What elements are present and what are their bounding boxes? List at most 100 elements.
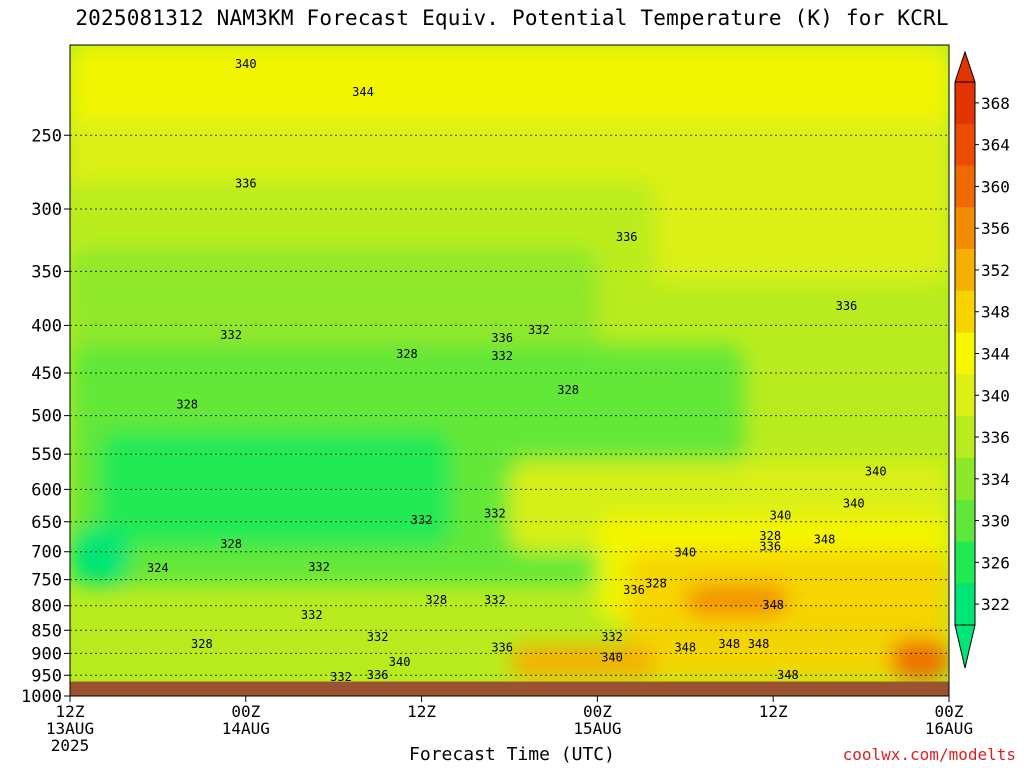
contour-label-336: 336 — [623, 583, 645, 597]
contour-label-336: 336 — [759, 540, 781, 554]
x-tick-label-0-1: 13AUG — [46, 719, 94, 738]
field-region-326 — [99, 431, 451, 546]
contour-label-340: 340 — [865, 465, 887, 479]
contour-label-340: 340 — [770, 509, 792, 523]
x-tick-label-0-0: 12Z — [56, 702, 85, 721]
field-region-322 — [70, 527, 129, 585]
contour-label-336: 336 — [367, 668, 389, 682]
colorbar-swatch-360 — [955, 165, 975, 208]
contour-label-348: 348 — [814, 533, 836, 547]
x-tick-label-0-2: 2025 — [51, 736, 90, 755]
contour-label-340: 340 — [674, 545, 696, 559]
colorbar: 368 364 360 356 352 348 344 340 336 334 330 326 322 — [954, 50, 1010, 669]
y-tick-label-600: 600 — [31, 480, 62, 500]
x-tick-label-12-1: 14AUG — [222, 719, 270, 738]
colorbar-label-352: 352 — [981, 261, 1010, 280]
colorbar-swatch-334 — [955, 457, 975, 501]
contour-label-332: 332 — [491, 349, 513, 363]
contour-label-348: 348 — [718, 637, 740, 651]
chart-title: 2025081312 NAM3KM Forecast Equiv. Potent… — [75, 6, 949, 30]
colorbar-label-368: 368 — [981, 94, 1010, 113]
colorbar-label-348: 348 — [981, 303, 1010, 322]
y-tick-label-400: 400 — [31, 316, 62, 336]
contour-label-324: 324 — [147, 561, 169, 575]
x-axis-label: Forecast Time (UTC) — [409, 744, 615, 765]
colorbar-label-322: 322 — [981, 595, 1010, 614]
contour-label-340: 340 — [601, 650, 623, 664]
colorbar-swatch-352 — [955, 249, 975, 292]
x-tick-label-36-1: 15AUG — [573, 719, 621, 738]
contour-label-328: 328 — [557, 383, 579, 397]
contour-label-328: 328 — [191, 637, 213, 651]
y-tick-label-700: 700 — [31, 543, 62, 563]
y-tick-label-300: 300 — [31, 200, 62, 220]
contour-label-328: 328 — [425, 593, 447, 607]
field-region-348 — [626, 551, 949, 680]
contour-label-336: 336 — [491, 331, 513, 345]
colorbar-label-336: 336 — [981, 428, 1010, 447]
contour-label-332: 332 — [484, 593, 506, 607]
contour-label-336: 336 — [616, 230, 638, 244]
y-tick-label-950: 950 — [31, 666, 62, 686]
contour-label-328: 328 — [176, 397, 198, 411]
contour-label-332: 332 — [601, 630, 623, 644]
colorbar-label-364: 364 — [981, 136, 1010, 155]
x-tick-label-12-0: 00Z — [231, 702, 260, 721]
y-tick-label-900: 900 — [31, 644, 62, 664]
field-region-360 — [890, 639, 949, 680]
colorbar-swatch-336 — [955, 416, 975, 459]
y-tick-label-250: 250 — [31, 126, 62, 146]
x-tick-label-24-0: 12Z — [407, 702, 436, 721]
contour-label-348: 348 — [674, 640, 696, 654]
contour-labels: 3403443363363363323283363323323283283403… — [147, 57, 887, 684]
ground-below-surface — [70, 681, 949, 696]
x-tick-label-60-1: 16AUG — [925, 719, 973, 738]
colorbar-label-326: 326 — [981, 553, 1010, 572]
contour-label-340: 340 — [235, 57, 257, 71]
credit-link[interactable]: coolwx.com/modelts — [842, 745, 1016, 764]
contour-label-332: 332 — [528, 323, 550, 337]
colorbar-swatch-340 — [955, 374, 975, 417]
contour-label-340: 340 — [389, 655, 411, 669]
x-tick-label-48-0: 12Z — [759, 702, 788, 721]
contour-label-332: 332 — [308, 560, 330, 574]
y-tick-label-550: 550 — [31, 445, 62, 465]
contour-label-328: 328 — [645, 576, 667, 590]
x-tick-label-36-0: 00Z — [583, 702, 612, 721]
colorbar-label-330: 330 — [981, 512, 1010, 531]
colorbar-top-arrow — [954, 50, 976, 83]
contour-label-348: 348 — [777, 668, 799, 682]
y-tick-label-1000: 1000 — [21, 687, 62, 707]
colorbar-swatch-368 — [955, 82, 975, 125]
y-axis: 250 300 350 400 450 500 550 600 650 700 750 800 850 9… — [21, 126, 70, 707]
y-tick-label-450: 450 — [31, 364, 62, 384]
y-tick-label-350: 350 — [31, 262, 62, 282]
contour-label-348: 348 — [762, 598, 784, 612]
field-layer — [70, 45, 949, 696]
contour-label-332: 332 — [484, 507, 506, 521]
y-tick-label-800: 800 — [31, 597, 62, 617]
y-tick-label-650: 650 — [31, 513, 62, 533]
colorbar-swatch-356 — [955, 207, 975, 250]
colorbar-swatch-348 — [955, 290, 975, 334]
contour-label-328: 328 — [759, 529, 781, 543]
colorbar-label-360: 360 — [981, 177, 1010, 196]
contour-label-332: 332 — [330, 670, 352, 684]
contour-label-336: 336 — [235, 176, 257, 190]
colorbar-label-356: 356 — [981, 219, 1010, 238]
colorbar-label-340: 340 — [981, 386, 1010, 405]
contour-label-332: 332 — [220, 328, 242, 342]
field-region-352 — [509, 644, 656, 680]
contour-label-344: 344 — [352, 85, 374, 99]
field-region-356 — [685, 584, 788, 616]
contour-label-340: 340 — [843, 496, 865, 510]
x-tick-label-60-0: 00Z — [935, 702, 964, 721]
colorbar-swatch-326 — [955, 541, 975, 584]
colorbar-label-344: 344 — [981, 345, 1010, 364]
contour-label-336: 336 — [836, 299, 858, 313]
contour-label-332: 332 — [367, 630, 389, 644]
colorbar-swatch-322 — [955, 583, 975, 626]
colorbar-label-334: 334 — [981, 470, 1010, 489]
contour-label-348: 348 — [748, 637, 770, 651]
